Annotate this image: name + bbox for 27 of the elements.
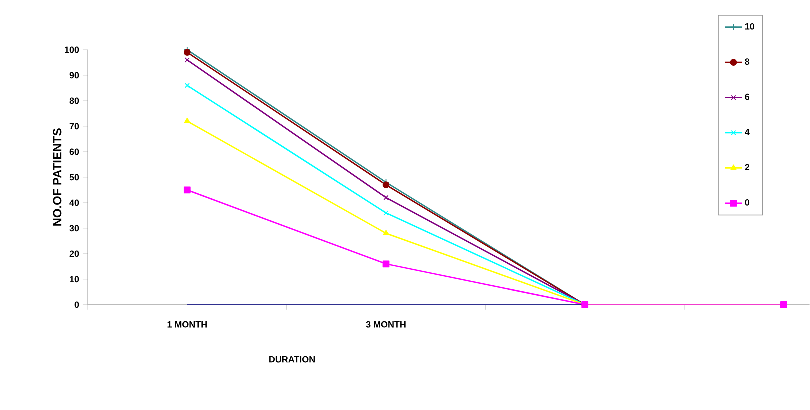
- point: [384, 195, 389, 200]
- y-tick-label: 100: [65, 46, 80, 54]
- x-tick-label: 1 MONTH: [168, 321, 207, 328]
- legend-label: 8: [745, 58, 750, 66]
- point: [184, 49, 191, 56]
- x-axis-title: DURATION: [270, 356, 315, 363]
- point: [184, 186, 191, 194]
- x-tick-label: 3 MONTH: [366, 321, 406, 328]
- y-tick-label: 90: [70, 72, 80, 79]
- y-tick-label: 0: [74, 302, 80, 308]
- legend-label: 0: [745, 200, 750, 206]
- y-axis-title: NO.OF PATIENTS: [53, 128, 62, 226]
- legend-label: 6: [745, 94, 750, 100]
- y-tick-label: 60: [70, 148, 80, 156]
- y-tick-label: 40: [70, 200, 80, 206]
- y-tick-label: 70: [70, 123, 80, 130]
- y-tick-label: 50: [70, 174, 80, 181]
- point: [382, 182, 390, 189]
- y-tick-label: 80: [70, 98, 80, 104]
- legend-label: 2: [745, 164, 750, 171]
- legend-label: 4: [745, 129, 750, 136]
- y-tick-label: 10: [70, 276, 80, 283]
- point: [382, 260, 390, 268]
- legend-label: 10: [745, 23, 755, 30]
- point: [384, 210, 389, 216]
- y-tick-label: 30: [70, 225, 80, 232]
- y-tick-label: 20: [70, 250, 80, 258]
